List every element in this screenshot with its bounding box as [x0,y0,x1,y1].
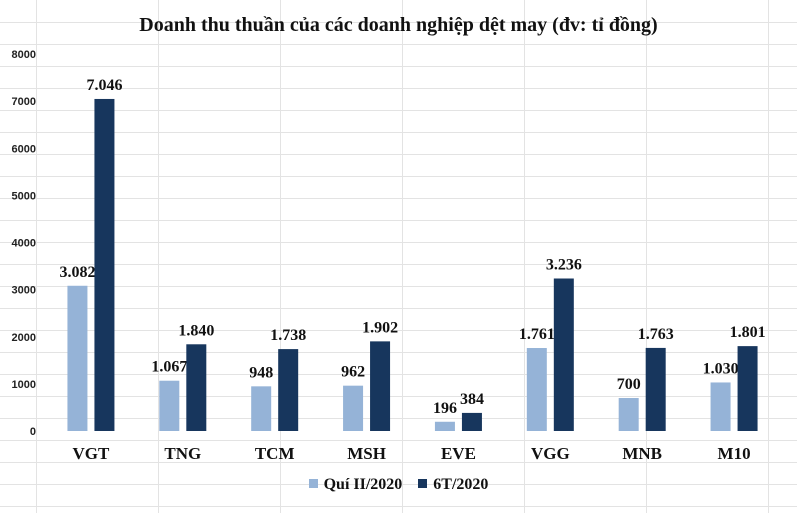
data-label-series-1-msh: 962 [341,364,365,381]
data-label-series-2-vgg: 3.236 [546,257,582,274]
y-tick-label: 5000 [12,190,36,202]
bar-series-1-eve [434,421,455,431]
data-label-series-2-msh: 1.902 [362,319,398,336]
data-label-series-1-vgg: 1.761 [519,326,555,343]
y-tick-label: 8000 [12,49,36,61]
y-tick-label: 4000 [12,238,36,250]
legend-swatch-series-1 [308,479,318,488]
legend-swatch-series-2 [418,479,428,488]
x-tick-label: EVE [441,444,476,463]
y-tick-label: 1000 [12,379,36,391]
legend-item-series-1: Quí II/2020 [308,476,403,494]
data-label-series-1-tcm: 948 [249,364,273,381]
bar-series-1-mnb [618,398,639,431]
bar-series-1-tcm [251,386,272,431]
bar-series-2-tcm [278,349,299,431]
data-label-series-1-eve: 196 [433,400,457,417]
legend: Quí II/2020 6T/2020 [0,476,797,494]
x-tick-label: M10 [718,444,751,463]
bar-series-1-tng [159,380,180,431]
y-tick-label: 7000 [12,96,36,108]
bar-series-2-msh [370,341,391,431]
bar-series-1-msh [343,385,364,431]
y-tick-label: 0 [30,426,36,438]
data-label-series-2-mnb: 1.763 [638,326,674,343]
chart-title: Doanh thu thuần của các doanh nghiệp dệt… [139,14,658,36]
data-label-series-1-m10: 1.030 [703,360,739,377]
x-tick-label: TNG [164,444,201,463]
data-label-series-2-m10: 1.801 [730,324,766,341]
legend-label-series-1: Quí II/2020 [323,476,403,493]
x-tick-label: MSH [347,444,386,463]
bar-series-2-vgt [94,98,115,432]
data-label-series-2-eve: 384 [460,391,484,408]
y-tick-label: 2000 [12,332,36,344]
data-label-series-1-vgt: 3.082 [59,264,95,281]
data-label-series-1-mnb: 700 [617,376,641,393]
data-label-series-1-tng: 1.067 [151,359,187,376]
y-tick-label: 6000 [12,143,36,155]
bar-series-2-vgg [553,278,574,431]
data-label-series-2-vgt: 7.046 [86,77,122,94]
data-label-series-2-tcm: 1.738 [270,327,306,344]
bar-series-2-mnb [645,347,666,431]
x-tick-label: VGG [531,444,570,463]
legend-label-series-2: 6T/2020 [433,476,489,493]
bar-series-2-m10 [737,346,758,431]
x-tick-label: MNB [622,444,662,463]
bar-series-1-m10 [710,382,731,431]
bar-series-1-vgg [526,348,547,431]
x-tick-label: TCM [255,444,295,463]
y-tick-label: 3000 [12,285,36,297]
data-label-series-2-tng: 1.840 [178,322,214,339]
x-tick-label: VGT [73,444,111,463]
bar-series-2-eve [461,412,482,431]
bar-series-1-vgt [67,285,88,431]
bar-series-2-tng [186,344,207,431]
legend-item-series-2: 6T/2020 [418,476,488,494]
